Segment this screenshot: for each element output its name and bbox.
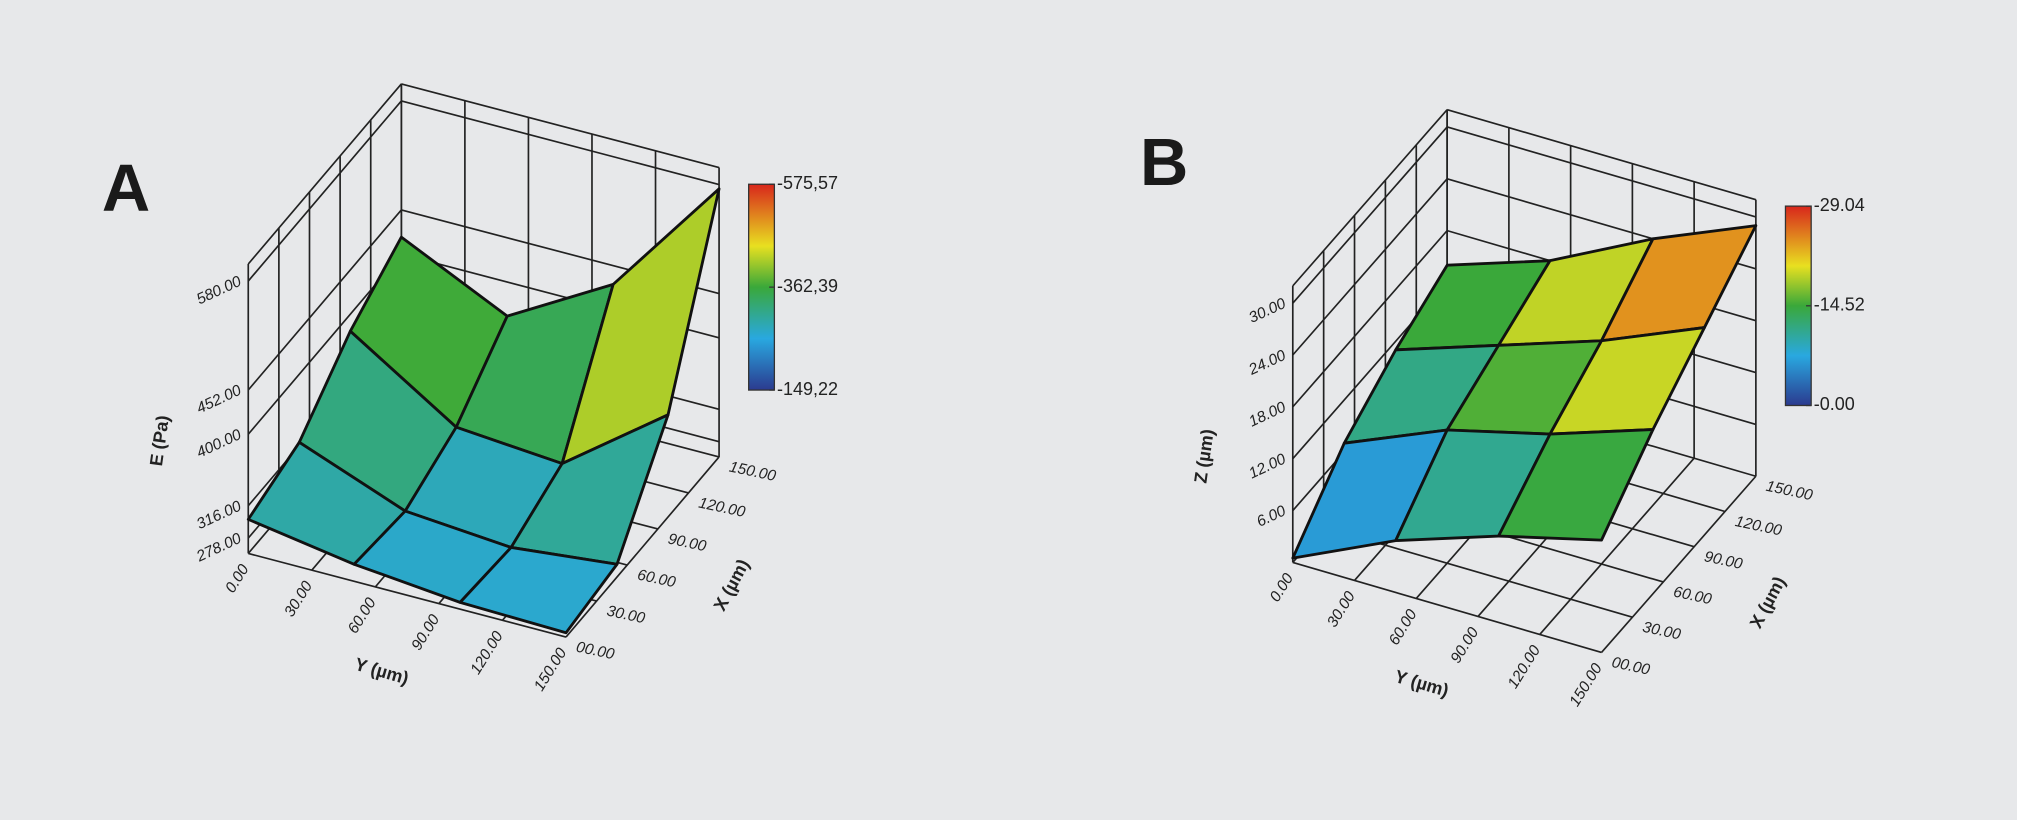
colorbar-label: -575,57 bbox=[777, 173, 838, 193]
colorbar-label: -29.04 bbox=[1814, 195, 1865, 215]
box-edge bbox=[1446, 108, 1757, 201]
z-axis-label: E (Pa) bbox=[146, 414, 173, 467]
grid-line bbox=[247, 100, 402, 282]
panel-label: A bbox=[102, 151, 150, 226]
grid-line bbox=[1600, 475, 1757, 654]
x-axis-label: X (µm) bbox=[710, 556, 754, 614]
x-tick-label: 00.00 bbox=[575, 639, 617, 664]
z-tick-label: 30.00 bbox=[1246, 295, 1289, 327]
y-tick-label: 120.00 bbox=[467, 628, 507, 677]
surface-cell bbox=[1497, 428, 1655, 542]
x-tick-label: 00.00 bbox=[1610, 654, 1652, 679]
colorbar-label: -0.00 bbox=[1814, 394, 1855, 414]
grid-line bbox=[1292, 178, 1448, 356]
grid-line bbox=[1292, 561, 1602, 654]
y-tick-label: 120.00 bbox=[1505, 642, 1545, 691]
z-tick-label: 18.00 bbox=[1246, 399, 1289, 431]
y-axis-label: Y (µm) bbox=[353, 654, 411, 688]
x-tick-label: 30.00 bbox=[605, 603, 647, 628]
grid-line bbox=[247, 209, 402, 391]
x-tick-label: 90.00 bbox=[666, 531, 708, 556]
panel-label: B bbox=[1140, 125, 1188, 200]
x-tick-label: 120.00 bbox=[697, 495, 747, 522]
z-tick-label: 12.00 bbox=[1246, 450, 1289, 482]
box-edge bbox=[1292, 109, 1448, 287]
grid-line bbox=[401, 100, 720, 186]
x-tick-label: 30.00 bbox=[1641, 619, 1683, 644]
x-tick-label: 150.00 bbox=[728, 459, 778, 486]
x-tick-label: 150.00 bbox=[1764, 478, 1814, 505]
z-tick-label: 580.00 bbox=[194, 273, 244, 309]
grid-line bbox=[565, 456, 720, 638]
colorbar-label: -149,22 bbox=[777, 379, 838, 399]
y-tick-label: 0.00 bbox=[222, 561, 253, 596]
box-edge bbox=[247, 83, 402, 265]
x-axis-label: X (µm) bbox=[1746, 573, 1790, 631]
colorbar-label: -362,39 bbox=[777, 276, 838, 296]
y-tick-label: 90.00 bbox=[1447, 624, 1482, 666]
y-tick-label: 30.00 bbox=[1324, 588, 1359, 630]
surface-cell bbox=[458, 546, 619, 635]
z-tick-label: 24.00 bbox=[1245, 347, 1288, 379]
grid-line bbox=[248, 552, 567, 638]
x-tick-label: 90.00 bbox=[1703, 548, 1745, 573]
grid-line bbox=[1292, 126, 1448, 304]
colorbar-label: -14.52 bbox=[1814, 295, 1865, 315]
y-tick-label: 30.00 bbox=[281, 578, 316, 620]
grid-line bbox=[1446, 126, 1757, 218]
y-tick-label: 150.00 bbox=[1566, 660, 1606, 709]
y-tick-label: 60.00 bbox=[1386, 606, 1421, 648]
x-tick-label: 60.00 bbox=[1672, 584, 1714, 609]
y-tick-label: 150.00 bbox=[531, 645, 571, 694]
z-axis-label: Z (µm) bbox=[1190, 428, 1217, 485]
y-tick-label: 60.00 bbox=[345, 595, 380, 637]
y-axis-label: Y (µm) bbox=[1393, 666, 1451, 700]
z-tick-label: 6.00 bbox=[1254, 502, 1289, 530]
x-tick-label: 60.00 bbox=[636, 567, 678, 592]
grid-line bbox=[1539, 457, 1695, 636]
x-tick-label: 120.00 bbox=[1734, 513, 1784, 540]
z-tick-label: 452.00 bbox=[194, 382, 244, 418]
y-tick-label: 0.00 bbox=[1267, 570, 1298, 605]
box-edge bbox=[401, 83, 720, 169]
grid-line bbox=[1292, 230, 1448, 408]
y-tick-label: 90.00 bbox=[408, 611, 443, 653]
z-tick-label: 400.00 bbox=[194, 426, 244, 462]
z-tick-label: 316.00 bbox=[194, 497, 244, 533]
z-tick-label: 278.00 bbox=[193, 530, 244, 566]
